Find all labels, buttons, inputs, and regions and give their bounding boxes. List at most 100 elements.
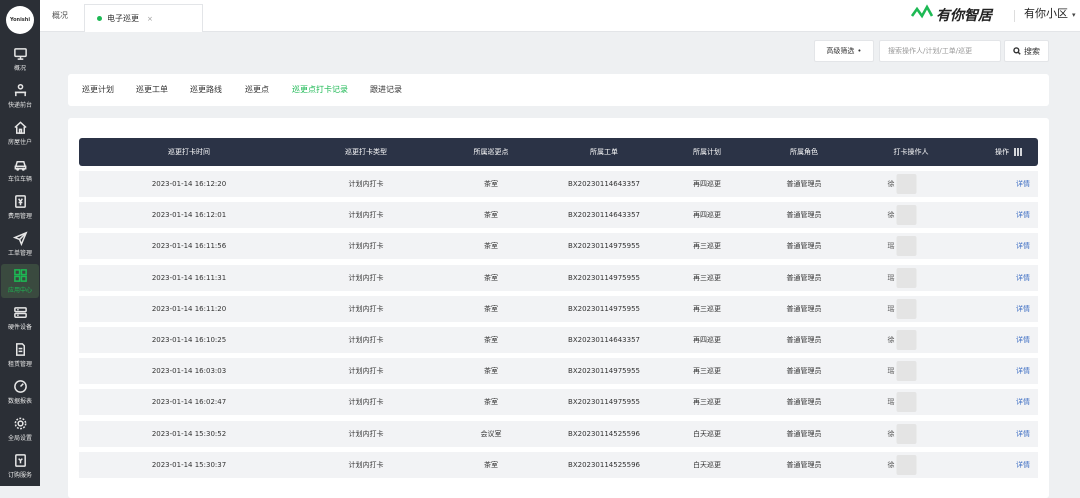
search-input[interactable]: 搜索操作人/计划/工单/巡更 bbox=[879, 40, 1001, 62]
advanced-filter-button[interactable]: 高级筛选 • bbox=[814, 40, 874, 62]
header-label: 所属计划 bbox=[693, 148, 721, 156]
table-row: 2023-01-14 16:12:01 计划内打卡 茶室 BX202301146433… bbox=[79, 202, 1038, 229]
sidebar-item-3[interactable]: 车位车辆 bbox=[1, 153, 39, 187]
cell-point: 会议室 bbox=[480, 429, 502, 438]
subtab-0[interactable]: 巡更计划 bbox=[82, 85, 114, 94]
detail-link[interactable]: 详情 bbox=[1016, 242, 1030, 251]
redacted-mask bbox=[896, 330, 917, 350]
gear-icon bbox=[14, 417, 26, 430]
cell-operator: 徐 bbox=[888, 202, 917, 228]
sub-tabs: 巡更计划 巡更工单 巡更路线 巡更点 巡更点打卡记录 跟进记录 bbox=[68, 74, 1049, 106]
sidebar-item-label: 应用中心 bbox=[7, 287, 32, 294]
cell-role: 普通管理员 bbox=[786, 398, 822, 407]
sidebar-item-label: 房屋住户 bbox=[7, 139, 32, 146]
cell-role: 普通管理员 bbox=[786, 180, 822, 188]
cell-type: 计划内打卡 bbox=[348, 429, 384, 438]
header-actions: 操作 bbox=[995, 138, 1023, 166]
table-row: 2023-01-14 16:11:56 计划内打卡 茶室 BX202301149759… bbox=[79, 233, 1038, 260]
sidebar-item-5[interactable]: 工单管理 bbox=[1, 227, 39, 261]
subtab-5[interactable]: 跟进记录 bbox=[370, 85, 402, 94]
cell-point: 茶室 bbox=[484, 304, 498, 313]
cell-point: 茶室 bbox=[484, 367, 498, 376]
brand-logo: 有你智居 bbox=[910, 4, 992, 26]
sidebar-item-2[interactable]: 房屋住户 bbox=[1, 116, 39, 150]
sidebar-item-6[interactable]: 应用中心 bbox=[1, 264, 39, 298]
sidebar-item-9[interactable]: 数据报表 bbox=[1, 375, 39, 409]
sidebar-item-11[interactable]: 订购服务 bbox=[1, 449, 39, 483]
cell-operator: 瑶 bbox=[888, 389, 917, 415]
cell-operator: 瑶 bbox=[888, 358, 917, 384]
search-icon bbox=[1013, 47, 1021, 55]
detail-link[interactable]: 详情 bbox=[1016, 211, 1030, 220]
redacted-mask bbox=[896, 298, 917, 319]
sidebar-item-0[interactable]: 概况 bbox=[1, 42, 39, 76]
cell-order: BX20230114975955 bbox=[568, 273, 640, 282]
table-row: 2023-01-14 16:12:20 计划内打卡 茶室 BX202301146433… bbox=[79, 171, 1038, 197]
tab-patrol[interactable]: 电子巡更 × bbox=[84, 4, 203, 32]
detail-link[interactable]: 详情 bbox=[1016, 180, 1030, 188]
cell-type: 计划内打卡 bbox=[348, 304, 384, 313]
cell-plan: 再四巡更 bbox=[693, 211, 721, 220]
header-label: 所属工单 bbox=[590, 148, 618, 156]
subtab-2[interactable]: 巡更路线 bbox=[190, 85, 222, 94]
subtab-4[interactable]: 巡更点打卡记录 bbox=[292, 85, 348, 94]
cell-type: 计划内打卡 bbox=[348, 460, 384, 469]
header-label: 打卡操作人 bbox=[893, 148, 929, 156]
cell-order: BX20230114525596 bbox=[568, 429, 640, 438]
close-icon[interactable]: × bbox=[147, 14, 153, 23]
community-selector[interactable]: 有你小区 ▾ bbox=[1024, 0, 1076, 28]
cell-plan: 白天巡更 bbox=[693, 460, 721, 469]
cell-plan: 再三巡更 bbox=[693, 304, 721, 313]
column-settings-icon[interactable] bbox=[1013, 147, 1023, 157]
cell-time: 2023-01-14 15:30:37 bbox=[151, 460, 227, 469]
sidebar-item-10[interactable]: 全局设置 bbox=[1, 412, 39, 446]
sidebar-item-label: 快递前台 bbox=[7, 102, 32, 109]
cell-point: 茶室 bbox=[484, 211, 498, 220]
cell-plan: 白天巡更 bbox=[693, 429, 721, 438]
detail-link[interactable]: 详情 bbox=[1016, 304, 1030, 313]
cell-point: 茶室 bbox=[484, 460, 498, 469]
cell-role: 普通管理员 bbox=[786, 367, 822, 376]
cell-plan: 再三巡更 bbox=[693, 273, 721, 282]
table-header: 巡更打卡时间 巡更打卡类型 所属巡更点 所属工单 所属计划 所属角色 打卡操作人 操作 bbox=[79, 138, 1038, 166]
detail-link[interactable]: 详情 bbox=[1016, 429, 1030, 438]
sidebar-item-7[interactable]: 硬件设备 bbox=[1, 301, 39, 335]
cell-plan: 再三巡更 bbox=[693, 367, 721, 376]
detail-link[interactable]: 详情 bbox=[1016, 273, 1030, 282]
search-button[interactable]: 搜索 bbox=[1004, 40, 1049, 62]
cell-time: 2023-01-14 16:11:20 bbox=[151, 304, 227, 313]
top-bar: 概况 电子巡更 × 有你智居 有你小区 ▾ bbox=[40, 0, 1080, 32]
cell-role: 普通管理员 bbox=[786, 211, 822, 220]
sidebar-item-label: 租赁管理 bbox=[7, 361, 32, 368]
subtab-3[interactable]: 巡更点 bbox=[245, 85, 269, 94]
detail-link[interactable]: 详情 bbox=[1016, 336, 1030, 344]
cell-time: 2023-01-14 16:11:56 bbox=[151, 242, 227, 251]
header-label: 所属巡更点 bbox=[473, 148, 509, 156]
redacted-mask bbox=[896, 174, 917, 194]
detail-link[interactable]: 详情 bbox=[1016, 460, 1030, 469]
cell-role: 普通管理员 bbox=[786, 242, 822, 251]
sidebar-item-4[interactable]: 费用管理 bbox=[1, 190, 39, 224]
redacted-mask bbox=[896, 392, 917, 413]
sidebar: Yonishi 概况 快递前台 房屋住户 车位车辆 费用管理 工单管理 应用中心 硬件设备 租赁… bbox=[0, 0, 40, 486]
cell-point: 茶室 bbox=[484, 242, 498, 251]
cell-operator: 徐 bbox=[888, 421, 917, 447]
sidebar-item-label: 数据报表 bbox=[7, 398, 32, 405]
detail-link[interactable]: 详情 bbox=[1016, 398, 1030, 407]
sidebar-item-label: 硬件设备 bbox=[7, 324, 32, 331]
table-row: 2023-01-14 15:30:37 计划内打卡 茶室 BX202301145255… bbox=[79, 451, 1038, 478]
subtab-1[interactable]: 巡更工单 bbox=[136, 85, 168, 94]
header-label: 操作 bbox=[995, 148, 1009, 156]
table-row: 2023-01-14 16:11:31 计划内打卡 茶室 BX202301149759… bbox=[79, 264, 1038, 291]
order-icon bbox=[14, 454, 26, 467]
header-label: 巡更打卡时间 bbox=[168, 148, 210, 156]
person-desk-icon bbox=[14, 83, 26, 97]
filter-dots-icon: • bbox=[857, 47, 862, 55]
tab-overview[interactable]: 概况 bbox=[52, 11, 68, 20]
detail-link[interactable]: 详情 bbox=[1016, 367, 1030, 376]
sidebar-item-1[interactable]: 快递前台 bbox=[1, 79, 39, 113]
cell-time: 2023-01-14 16:02:47 bbox=[151, 398, 227, 407]
cell-role: 普通管理员 bbox=[786, 429, 822, 438]
redacted-mask bbox=[896, 205, 917, 226]
sidebar-item-8[interactable]: 租赁管理 bbox=[1, 338, 39, 372]
